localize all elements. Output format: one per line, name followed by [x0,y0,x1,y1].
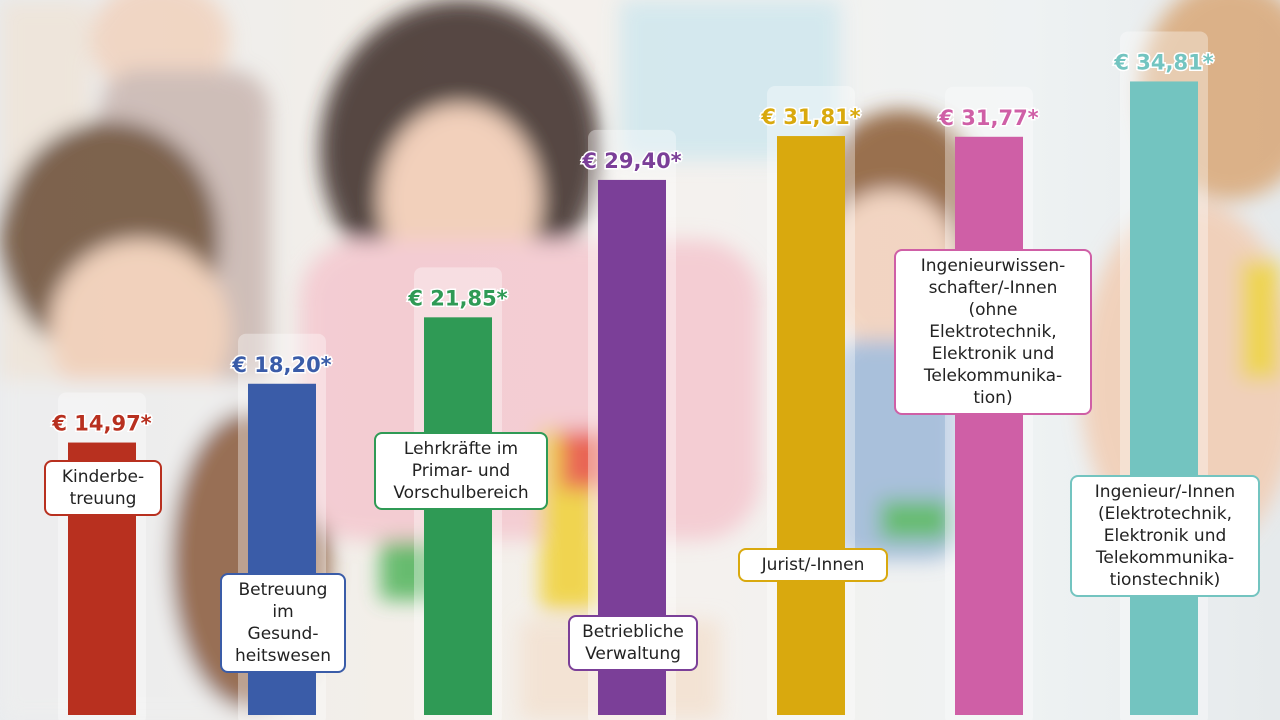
category-label-4: Jurist/-Innen [738,548,888,582]
bar-value-label-6: € 34,81* [1113,50,1213,74]
category-label-3: Betriebliche Verwaltung [568,615,698,671]
bar-value-label-0: € 14,97* [51,412,151,436]
category-label-6: Ingenieur/-Innen (Elektrotechnik, Elektr… [1070,475,1260,597]
bar-value-label-4: € 31,81* [760,105,860,129]
bar-6 [1130,81,1198,715]
category-label-0: Kinderbe- treuung [44,460,162,516]
category-label-2: Lehrkräfte im Primar- und Vorschulbereic… [374,432,548,510]
bar-value-label-3: € 29,40* [581,149,681,173]
bar-4 [777,136,845,716]
bar-value-label-1: € 18,20* [231,353,331,377]
bar-2 [424,317,492,715]
bar-value-label-5: € 31,77* [938,106,1038,130]
category-label-1: Betreuung im Gesund- heitswesen [220,573,346,673]
bar-value-label-2: € 21,85* [407,286,507,310]
bar-5 [955,136,1023,715]
category-label-5: Ingenieurwissen- schafter/-Innen (ohne E… [894,249,1092,415]
